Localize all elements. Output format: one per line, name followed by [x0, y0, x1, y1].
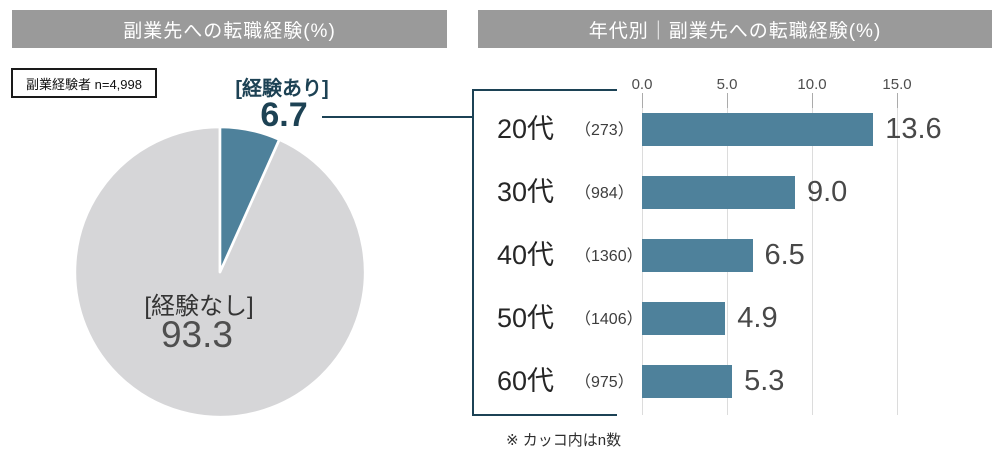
value-label: 6.5 [764, 239, 805, 271]
bar-row-60s: 60代 （975） 5.3 [478, 365, 998, 398]
bar-50s [642, 302, 726, 335]
bar-60s [642, 365, 733, 398]
tickmark-5 [727, 93, 728, 108]
sample-size-text: 副業経験者 n=4,998 [26, 76, 142, 92]
category-label: 60代 [497, 366, 555, 396]
pie-chart-title: 副業先への転職経験(%) [12, 10, 447, 48]
tick-label-15: 15.0 [882, 76, 912, 93]
bar-30s [642, 176, 795, 209]
n-count-label: （1360） [575, 248, 643, 265]
n-count-label: （975） [575, 374, 634, 391]
bar-40s [642, 239, 753, 272]
bar-row-20s: 20代 （273） 13.6 [478, 113, 998, 146]
bar-row-30s: 30代 （984） 9.0 [478, 176, 998, 209]
sample-size-box: 副業経験者 n=4,998 [11, 68, 157, 98]
pie-chart [73, 125, 367, 419]
bar-row-50s: 50代 （1406） 4.9 [478, 302, 998, 335]
tick-label-5: 5.0 [716, 76, 738, 93]
tickmark-0 [642, 93, 643, 108]
category-label: 30代 [497, 177, 555, 207]
pie-label-experience-yes: [経験あり] [235, 78, 329, 100]
tick-label-0: 0.0 [631, 76, 653, 93]
pie-value-experience-no: 93.3 [160, 314, 233, 355]
n-count-label: （1406） [575, 311, 643, 328]
value-label: 9.0 [807, 176, 848, 208]
bar-chart-title: 年代別｜副業先への転職経験(%) [478, 10, 992, 48]
gridline-10 [812, 93, 813, 415]
bar-20s [642, 113, 874, 146]
pie-label-experience-no: [経験なし] [144, 293, 254, 320]
n-count-label: （984） [575, 185, 634, 202]
category-label: 40代 [497, 240, 555, 270]
value-label: 5.3 [744, 365, 785, 397]
bar-chart-title-text: 年代別｜副業先への転職経験(%) [588, 20, 882, 42]
value-label: 13.6 [885, 113, 942, 145]
pie-slice-yes-experience [218, 125, 281, 274]
tickmark-15 [897, 93, 898, 108]
pie-value-experience-yes: 6.7 [260, 96, 308, 134]
pie-chart-title-text: 副業先への転職経験(%) [123, 20, 336, 42]
tick-label-10: 10.0 [797, 76, 827, 93]
gridline-15 [897, 93, 898, 415]
n-count-label: （273） [575, 122, 634, 139]
value-label: 4.9 [737, 302, 778, 334]
category-label: 20代 [497, 114, 555, 144]
category-label: 50代 [497, 303, 555, 333]
footnote: ※ カッコ内はn数 [506, 432, 622, 449]
bar-row-40s: 40代 （1360） 6.5 [478, 239, 998, 272]
tickmark-10 [812, 93, 813, 108]
